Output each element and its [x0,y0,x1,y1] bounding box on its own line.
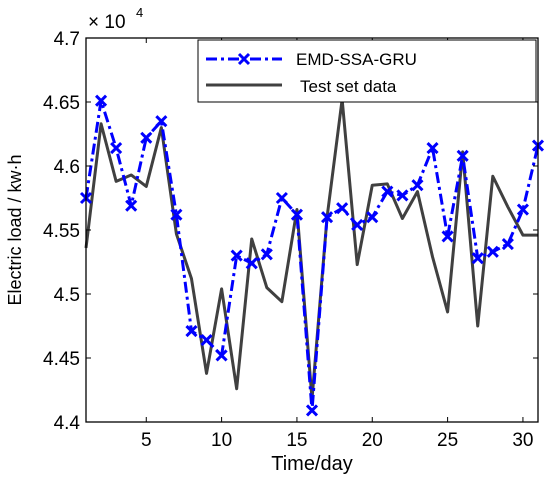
emd-ssa-gru-marker [336,202,349,215]
emd-ssa-gru-marker [275,191,288,205]
y-axis-label: Electric load / kw·h [5,154,25,305]
emd-ssa-gru-marker [426,142,439,155]
emd-ssa-gru-marker [215,349,228,362]
emd-ssa-gru-marker [321,211,334,224]
emd-ssa-gru-marker [396,189,409,202]
y-tick-label: 4.65 [43,93,80,114]
y-tick-label: 4.7 [54,29,80,50]
emd-ssa-gru-marker [471,252,484,265]
y-tick-label: 4.55 [43,221,80,242]
legend-label-test-set-data: Test set data [300,77,397,96]
x-tick-label: 15 [286,430,307,451]
emd-ssa-gru-marker [305,404,319,417]
emd-ssa-gru-marker [155,115,168,128]
y-exponent-power: 4 [136,5,143,20]
emd-ssa-gru-marker [516,203,529,216]
emd-ssa-gru-marker [501,238,514,251]
emd-ssa-gru-marker [456,149,469,162]
x-tick-label: 10 [211,430,232,451]
emd-ssa-gru-marker [381,185,394,198]
x-tick-label: 20 [362,430,383,451]
emd-ssa-gru-marker [125,199,138,212]
emd-ssa-gru-marker [441,230,454,243]
emd-ssa-gru-marker [245,257,258,270]
y-tick-label: 4.45 [43,349,80,370]
x-axis-label: Time/day [271,453,353,475]
y-tick-label: 4.5 [54,285,80,306]
x-tick-label: 30 [512,430,533,451]
emd-ssa-gru-marker [110,142,123,155]
emd-ssa-gru-marker [260,248,273,261]
emd-ssa-gru-marker [170,208,183,221]
emd-ssa-gru-marker [366,211,379,224]
emd-ssa-gru-marker [200,334,213,347]
emd-ssa-gru-marker [185,325,198,338]
emd-ssa-gru-marker [351,218,364,231]
tick-layer: 5 10 15 20 25 30 4.4 4.45 4.5 4.55 4.6 4.65 4.7 [43,29,538,451]
y-tick-label: 4.4 [54,413,81,434]
emd-ssa-gru-marker [230,249,243,262]
emd-ssa-gru-marker [411,179,424,192]
emd-ssa-gru-marker [290,208,303,221]
x-tick-label: 5 [141,430,152,451]
legend-label-emd-ssa-gru: EMD-SSA-GRU [296,50,417,69]
legend: EMD-SSA-GRU Test set data [197,39,537,103]
y-tick-label: 4.6 [54,157,80,178]
legend-box [197,39,537,103]
legend-marker-emd-ssa-gru [237,52,251,66]
x-tick-label: 25 [437,430,458,451]
y-exponent-label: × 10 [88,12,126,33]
series-layer [79,94,545,417]
emd-ssa-gru-marker [95,94,108,107]
emd-ssa-gru-marker [140,131,153,144]
emd-ssa-gru-marker [486,245,499,258]
